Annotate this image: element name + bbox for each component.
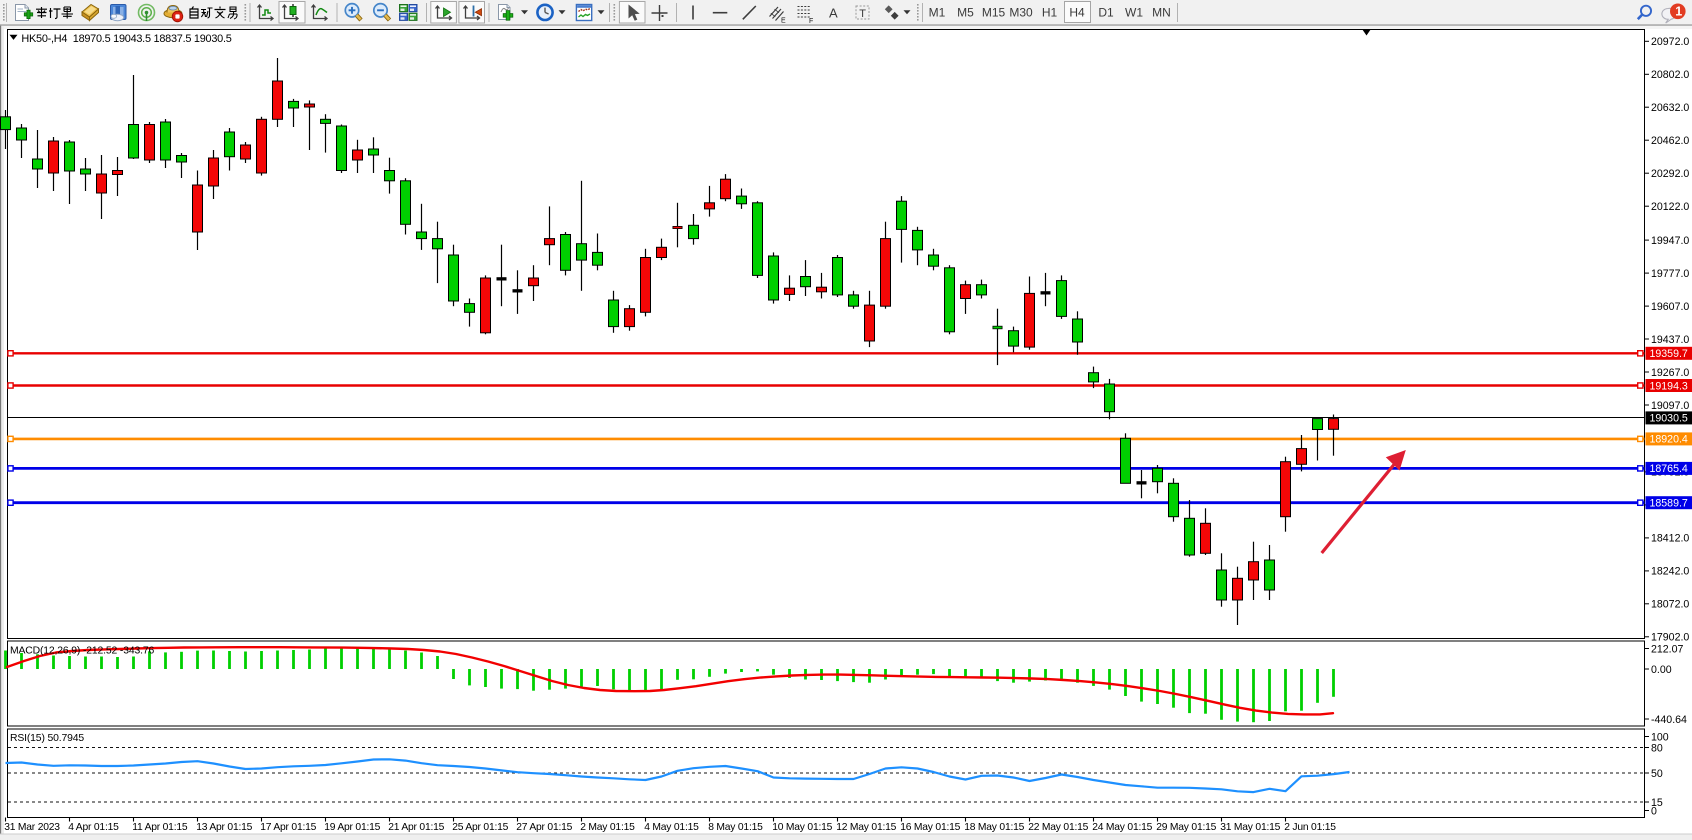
svg-text:W1: W1 <box>1125 6 1143 20</box>
svg-text:16 May 01:15: 16 May 01:15 <box>900 822 960 833</box>
svg-text:M30: M30 <box>1009 6 1033 20</box>
svg-text:20122.0: 20122.0 <box>1651 201 1689 213</box>
svg-text:19194.3: 19194.3 <box>1650 380 1688 392</box>
svg-text:25 Apr 01:15: 25 Apr 01:15 <box>452 822 508 833</box>
svg-text:10 May 01:15: 10 May 01:15 <box>772 822 832 833</box>
svg-text:2 May 01:15: 2 May 01:15 <box>580 822 635 833</box>
svg-text:18765.4: 18765.4 <box>1650 463 1688 475</box>
svg-text:E: E <box>781 18 786 25</box>
svg-text:A: A <box>829 6 838 21</box>
svg-text:21 Apr 01:15: 21 Apr 01:15 <box>388 822 444 833</box>
svg-text:18412.0: 18412.0 <box>1651 533 1689 545</box>
svg-text:M1: M1 <box>929 6 946 20</box>
svg-text:MACD(12,26,9) -212.52 -343.76: MACD(12,26,9) -212.52 -343.76 <box>10 646 154 657</box>
svg-text:M15: M15 <box>982 6 1006 20</box>
svg-text:31 Mar 2023: 31 Mar 2023 <box>4 822 60 833</box>
svg-text:F: F <box>809 18 813 25</box>
svg-text:50: 50 <box>1651 768 1663 780</box>
svg-text:212.07: 212.07 <box>1651 643 1684 655</box>
svg-text:-440.64: -440.64 <box>1651 714 1687 726</box>
svg-text:17 Apr 01:15: 17 Apr 01:15 <box>260 822 316 833</box>
svg-text:20462.0: 20462.0 <box>1651 135 1689 147</box>
svg-text:18589.7: 18589.7 <box>1650 498 1688 510</box>
svg-text:24 May 01:15: 24 May 01:15 <box>1092 822 1152 833</box>
svg-text:18072.0: 18072.0 <box>1651 599 1689 611</box>
svg-text:19030.5: 19030.5 <box>1650 413 1688 425</box>
svg-text:13 Apr 01:15: 13 Apr 01:15 <box>196 822 252 833</box>
svg-text:19607.0: 19607.0 <box>1651 301 1689 313</box>
svg-text:D1: D1 <box>1098 6 1114 20</box>
svg-text:19359.7: 19359.7 <box>1650 348 1688 360</box>
svg-text:T: T <box>859 8 866 20</box>
svg-text:20632.0: 20632.0 <box>1651 102 1689 114</box>
svg-text:HK50-,H4 18970.5 19043.5 1883: HK50-,H4 18970.5 19043.5 18837.5 19030.5 <box>21 33 231 45</box>
svg-text:RSI(15) 50.7945: RSI(15) 50.7945 <box>10 733 84 744</box>
svg-text:20802.0: 20802.0 <box>1651 69 1689 81</box>
svg-text:15: 15 <box>1651 797 1663 809</box>
svg-text:19 Apr 01:15: 19 Apr 01:15 <box>324 822 380 833</box>
svg-text:18920.4: 18920.4 <box>1650 434 1688 446</box>
svg-text:M5: M5 <box>957 6 974 20</box>
svg-text:0: 0 <box>1651 805 1657 817</box>
svg-text:19437.0: 19437.0 <box>1651 334 1689 346</box>
svg-text:31 May 01:15: 31 May 01:15 <box>1220 822 1280 833</box>
svg-text:11 Apr 01:15: 11 Apr 01:15 <box>132 822 188 833</box>
svg-text:4 Apr 01:15: 4 Apr 01:15 <box>68 822 119 833</box>
svg-text:2 Jun 01:15: 2 Jun 01:15 <box>1284 822 1336 833</box>
svg-text:1: 1 <box>1675 5 1682 19</box>
svg-text:18242.0: 18242.0 <box>1651 566 1689 578</box>
svg-text:19947.0: 19947.0 <box>1651 235 1689 247</box>
svg-text:80: 80 <box>1651 742 1663 754</box>
svg-text:20292.0: 20292.0 <box>1651 168 1689 180</box>
svg-text:12 May 01:15: 12 May 01:15 <box>836 822 896 833</box>
svg-text:MN: MN <box>1152 6 1171 20</box>
svg-text:20972.0: 20972.0 <box>1651 36 1689 48</box>
svg-text:19777.0: 19777.0 <box>1651 268 1689 280</box>
svg-text:27 Apr 01:15: 27 Apr 01:15 <box>516 822 572 833</box>
svg-text:H4: H4 <box>1069 6 1085 20</box>
svg-text:19097.0: 19097.0 <box>1651 400 1689 412</box>
svg-text:29 May 01:15: 29 May 01:15 <box>1156 822 1216 833</box>
svg-text:19267.0: 19267.0 <box>1651 367 1689 379</box>
svg-text:8 May 01:15: 8 May 01:15 <box>708 822 763 833</box>
svg-text:17902.0: 17902.0 <box>1651 632 1689 644</box>
svg-text:100: 100 <box>1651 731 1669 743</box>
svg-text:4 May 01:15: 4 May 01:15 <box>644 822 699 833</box>
svg-text:0.00: 0.00 <box>1651 664 1672 676</box>
svg-text:22 May 01:15: 22 May 01:15 <box>1028 822 1088 833</box>
svg-text:H1: H1 <box>1042 6 1058 20</box>
svg-text:18 May 01:15: 18 May 01:15 <box>964 822 1024 833</box>
